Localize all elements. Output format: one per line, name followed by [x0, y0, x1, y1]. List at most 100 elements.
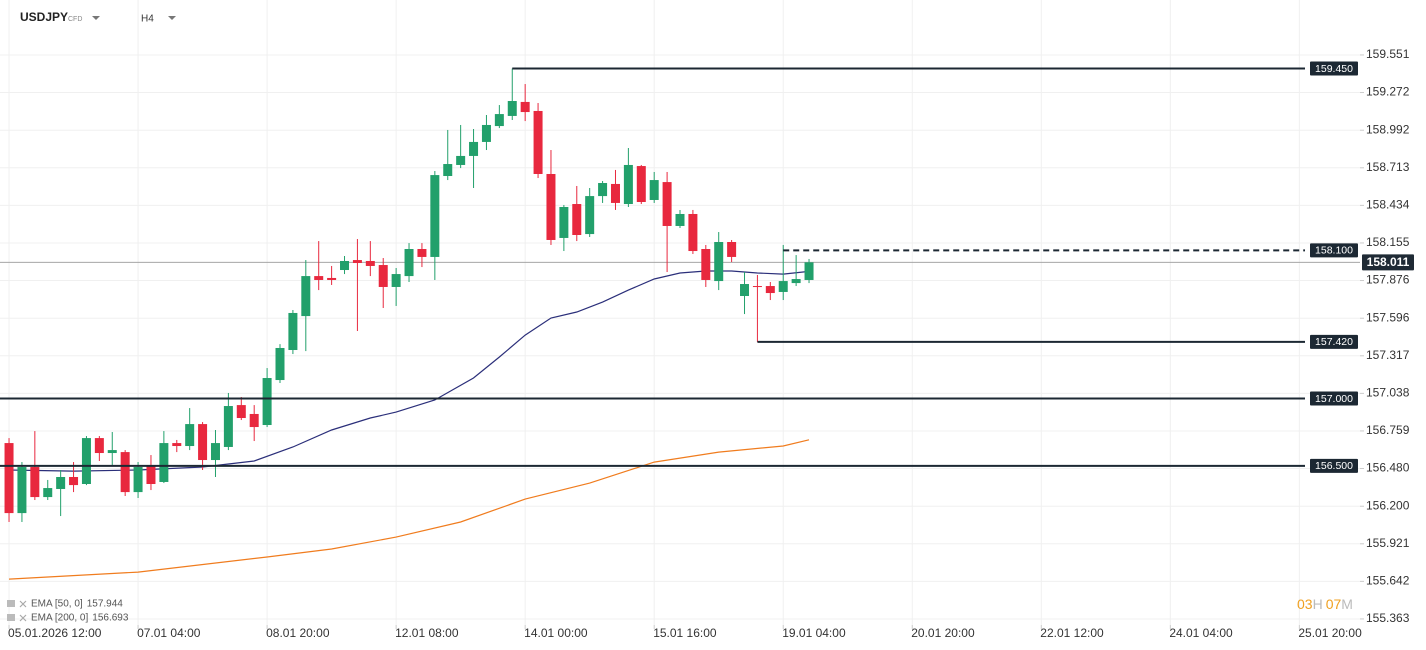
- candle-body: [636, 166, 646, 203]
- timer-minutes: 07: [1326, 596, 1342, 612]
- x-tick-label: 07.01 04:00: [137, 626, 201, 640]
- x-tick-label: 14.01 00:00: [524, 626, 588, 640]
- candle-body: [533, 110, 543, 174]
- level-tag: [1310, 61, 1358, 76]
- candle-body: [520, 101, 530, 113]
- y-tick-label: 157.596: [1366, 310, 1410, 324]
- x-tick-label: 19.01 04:00: [782, 626, 846, 640]
- price-tag-label: 158.011: [1367, 255, 1410, 269]
- legend-remove[interactable]: [19, 600, 27, 608]
- level-tag: [1310, 391, 1358, 406]
- candle-body: [417, 249, 427, 257]
- timer-minutes-unit: M: [1341, 596, 1353, 612]
- candle-body: [507, 101, 517, 116]
- y-tick-label: 158.713: [1366, 160, 1410, 174]
- candle-body: [275, 347, 285, 381]
- candle-body: [546, 173, 556, 240]
- legend-icon: [7, 600, 15, 607]
- candle-body: [559, 206, 569, 238]
- grid: [0, 0, 1364, 629]
- y-tick-label: 155.921: [1366, 536, 1410, 550]
- y-tick-label: 156.759: [1366, 423, 1410, 437]
- candle-body: [675, 213, 685, 226]
- candle-body: [494, 114, 504, 127]
- symbol-dropdown[interactable]: [92, 16, 100, 20]
- candle-body: [481, 124, 491, 142]
- x-tick-label: 25.01 20:00: [1298, 626, 1362, 640]
- y-tick-label: 158.155: [1366, 235, 1410, 249]
- candle-body: [69, 476, 79, 486]
- candle-body: [623, 164, 633, 205]
- candle-body: [391, 274, 401, 287]
- candle-body: [314, 276, 324, 280]
- y-tick-label: 159.551: [1366, 47, 1410, 61]
- candle-body: [727, 242, 737, 257]
- x-tick-label: 24.01 04:00: [1169, 626, 1233, 640]
- candle-body: [714, 242, 724, 282]
- plot: [0, 67, 1360, 580]
- candle-body: [43, 488, 53, 498]
- candle-body: [598, 183, 608, 197]
- candle-body: [740, 284, 750, 297]
- timer-hours-unit: H: [1313, 596, 1323, 612]
- x-tick-label: 08.01 20:00: [266, 626, 330, 640]
- candle-body: [340, 260, 350, 271]
- y-tick-label: 156.480: [1366, 461, 1410, 475]
- y-tick-label: 156.200: [1366, 498, 1410, 512]
- y-tick-label: 157.317: [1366, 348, 1410, 362]
- candle-body: [688, 213, 698, 252]
- candle-body: [662, 182, 672, 226]
- ema-line: [8, 439, 810, 580]
- candle-body: [4, 443, 14, 514]
- candle-body: [752, 286, 762, 288]
- candle-body: [443, 164, 453, 177]
- symbol[interactable]: USDJPY: [20, 10, 68, 24]
- candle-body: [185, 424, 195, 447]
- x-tick-label: 22.01 12:00: [1040, 626, 1104, 640]
- candle-body: [249, 413, 259, 428]
- candle-body: [223, 406, 233, 447]
- candle-body: [469, 141, 479, 156]
- candle-body: [456, 155, 466, 165]
- level-tag: [1310, 458, 1358, 473]
- candle-body: [610, 183, 620, 203]
- candle-body: [365, 260, 375, 266]
- y-tick-label: 157.038: [1366, 386, 1410, 400]
- candle-body: [585, 196, 595, 235]
- candle-body: [572, 204, 582, 235]
- candle-body: [404, 249, 414, 277]
- level-tag-label: 159.450: [1315, 63, 1353, 75]
- y-tick-label: 157.876: [1366, 273, 1410, 287]
- candle-body: [236, 405, 246, 419]
- legend-value: 157.944: [87, 599, 124, 610]
- x-tick-label: 05.01.2026 12:00: [8, 626, 102, 640]
- candle-body: [107, 450, 117, 454]
- y-tick-label: 159.272: [1366, 85, 1410, 99]
- candle-body: [30, 467, 40, 498]
- y-tick-label: 155.363: [1366, 611, 1410, 625]
- candle-body: [430, 175, 440, 257]
- level-tag-label: 158.100: [1315, 245, 1353, 257]
- candle-body: [133, 467, 143, 493]
- candle-body: [804, 262, 814, 280]
- legend-remove[interactable]: [19, 614, 27, 622]
- candle-body: [17, 467, 27, 514]
- candle-body: [701, 249, 711, 280]
- price-tag: [1362, 254, 1414, 271]
- interval[interactable]: H4: [141, 14, 154, 25]
- candle-body: [94, 438, 104, 454]
- interval-dropdown[interactable]: [168, 16, 176, 20]
- candle-body: [159, 443, 169, 482]
- instrument-type: CFD: [68, 16, 82, 23]
- candle-body: [327, 277, 337, 280]
- y-tick-label: 158.434: [1366, 198, 1410, 212]
- candle-body: [146, 466, 156, 485]
- candle-body: [172, 443, 182, 447]
- candle-body: [120, 452, 130, 493]
- level-tag: [1310, 334, 1358, 349]
- candle-body: [198, 424, 208, 461]
- candle-body: [301, 276, 311, 317]
- level-tag-label: 157.420: [1315, 336, 1353, 348]
